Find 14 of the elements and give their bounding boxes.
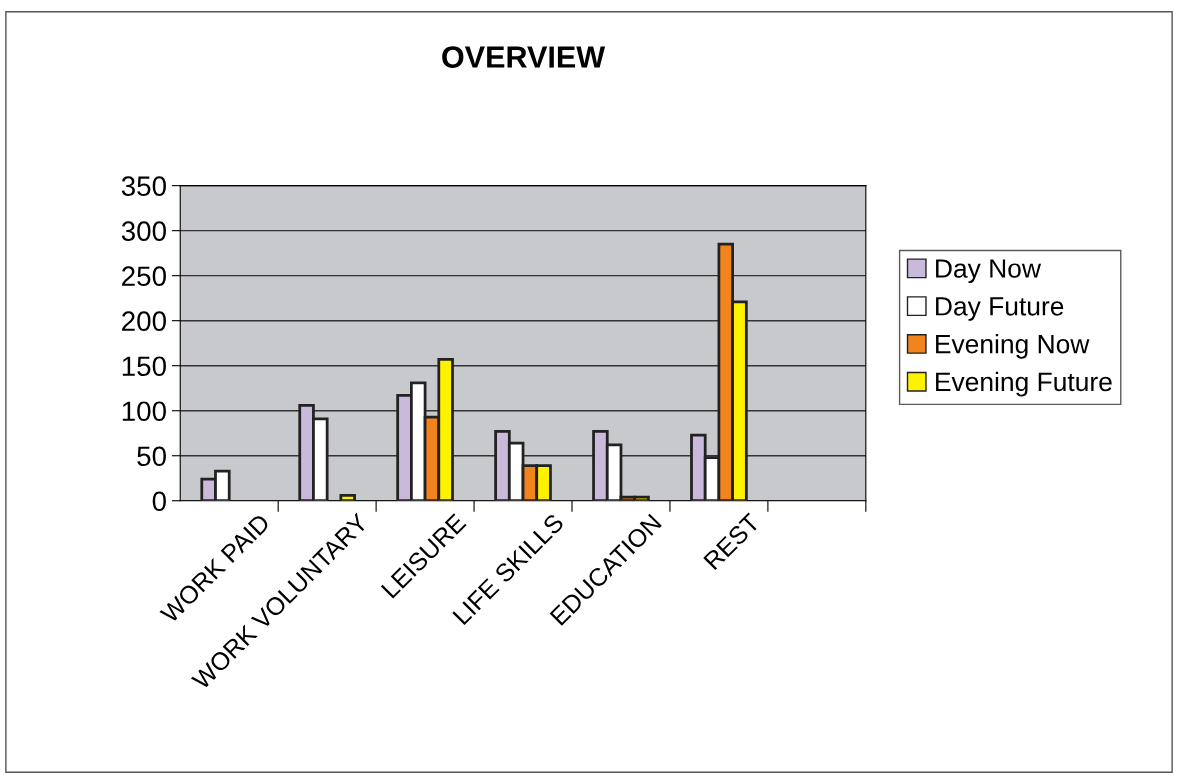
legend-label: Evening Future — [936, 371, 1112, 397]
y-tick-label: 100 — [122, 401, 166, 422]
y-tick-label: 200 — [122, 311, 166, 332]
legend-label: Day Future — [936, 297, 1064, 321]
chart-title: OVERVIEW — [442, 46, 606, 68]
bar — [339, 493, 356, 501]
y-tick-label: 250 — [122, 266, 166, 287]
y-tick-label: 350 — [121, 176, 166, 196]
y-tick-label: 50 — [137, 446, 166, 467]
y-tick-label: 300 — [121, 221, 166, 241]
legend-label: Day Now — [936, 259, 1042, 284]
legend-label: Evening Now — [936, 334, 1090, 359]
y-tick-label: 150 — [122, 356, 166, 377]
y-tick-label: 0 — [152, 491, 166, 512]
